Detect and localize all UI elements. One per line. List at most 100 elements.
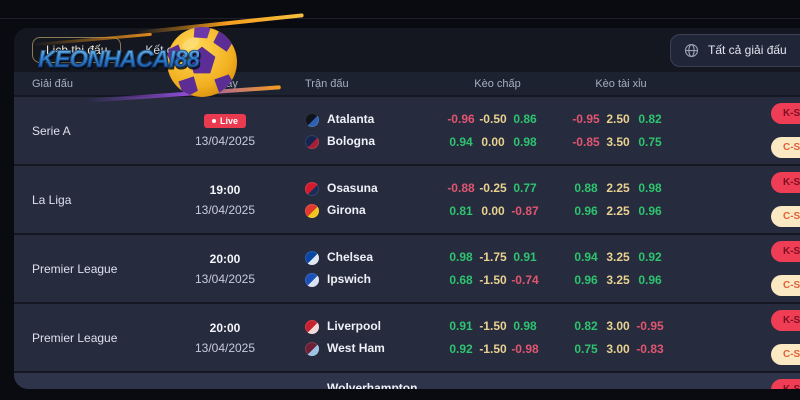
match-time: 19:00 [209, 182, 241, 197]
odds-value[interactable]: -0.95 [572, 112, 600, 126]
odds-value[interactable]: 3.25 [606, 273, 630, 287]
odds-value[interactable]: 0.98 [513, 135, 537, 149]
k-sports-button[interactable]: K-Sports [771, 241, 800, 262]
table-row[interactable]: La Liga 19:00 13/04/2025 Osasuna Girona -… [14, 164, 800, 233]
odds-value[interactable]: -0.74 [511, 273, 539, 287]
team-logo-icon [305, 181, 319, 196]
teams: Liverpool West Ham [285, 304, 445, 371]
odds-value[interactable]: -0.95 [636, 319, 664, 333]
odds-value[interactable]: 0.96 [574, 204, 598, 218]
odds-value[interactable]: 3.00 [606, 342, 630, 356]
team: Bologna [305, 134, 445, 149]
c-sports-button[interactable]: C-Sports [771, 344, 800, 365]
odds-value[interactable]: 0.86 [513, 112, 537, 126]
odds-value[interactable]: -0.98 [511, 342, 539, 356]
odds-value[interactable]: -0.85 [572, 135, 600, 149]
odds-value[interactable]: 2.25 [606, 181, 630, 195]
odds-value[interactable]: 0.98 [449, 250, 473, 264]
team-name: Liverpool [327, 318, 382, 333]
odds-value[interactable]: 0.94 [574, 250, 598, 264]
tab-schedule[interactable]: Lịch thi đấu [32, 37, 122, 63]
handicap-odds: 0.91 -1.50 0.98 0.92 -1.50 -0.98 [445, 304, 550, 371]
c-sports-button[interactable]: C-Sports [771, 137, 800, 158]
odds-value[interactable]: -0.25 [477, 388, 509, 389]
odds-value[interactable]: 0.96 [445, 388, 477, 389]
k-sports-button[interactable]: K-Sports [771, 310, 800, 331]
odds-value[interactable]: 0.85 [570, 388, 602, 389]
odds-value[interactable]: 0.91 [449, 319, 473, 333]
odds-value[interactable]: -0.25 [479, 181, 507, 195]
odds-value[interactable]: -0.87 [511, 204, 539, 218]
odds-value[interactable]: 0.88 [574, 181, 598, 195]
c-sports-button[interactable]: C-Sports [771, 275, 800, 296]
odds-value[interactable]: 0.81 [449, 204, 473, 218]
odds-value[interactable]: 0.94 [449, 135, 473, 149]
match-date: 13/04/2025 [194, 133, 256, 148]
table-row[interactable]: Serie A Live 13/04/2025 Atalanta Bologna … [14, 95, 800, 164]
odds-value[interactable]: 0.92 [449, 342, 473, 356]
team-logo-icon [305, 388, 319, 389]
odds-value[interactable]: -1.50 [479, 319, 507, 333]
odds-value[interactable]: -0.99 [634, 388, 666, 389]
odds-value[interactable]: 0.77 [513, 181, 537, 195]
odds-value[interactable]: 2.75 [602, 388, 634, 389]
odds-value[interactable]: 0.00 [481, 135, 505, 149]
odds-value[interactable]: -1.75 [479, 250, 507, 264]
overunder-odds: 0.82 3.00 -0.95 0.75 3.00 -0.83 [570, 304, 672, 371]
league-name: Serie A [32, 123, 71, 138]
odds-value[interactable]: -0.83 [636, 342, 664, 356]
odds-value[interactable]: 3.25 [606, 250, 630, 264]
odds-value[interactable]: 0.92 [638, 250, 662, 264]
odds-value[interactable]: 0.96 [638, 273, 662, 287]
match-date: 13/04/2025 [194, 202, 256, 217]
row-buttons: K-Sports C-Sports [680, 304, 800, 371]
odds-value[interactable]: 0.91 [513, 250, 537, 264]
teams: Atalanta Bologna [285, 97, 445, 164]
header-match: Trận đấu [305, 77, 349, 90]
tab-results[interactable]: Kết quả trận đấu [145, 43, 235, 57]
odds-value[interactable]: 2.25 [606, 204, 630, 218]
odds-value[interactable]: -0.50 [479, 112, 507, 126]
odds-value[interactable]: 0.98 [638, 181, 662, 195]
team: Ipswich [305, 271, 445, 287]
table-row[interactable]: Premier League 20:00 13/04/2025 Wolverha… [14, 371, 800, 389]
c-sports-button[interactable]: C-Sports [771, 206, 800, 227]
team-name: West Ham [327, 340, 385, 355]
odds-value[interactable]: 0.82 [638, 112, 662, 126]
teams: Wolverhampton WanderersTottenham [285, 373, 445, 389]
row-buttons: K-Sports C-Sports [680, 235, 800, 302]
all-leagues-dropdown[interactable]: Tất cả giải đấu [670, 33, 800, 67]
odds-value[interactable]: 0.96 [638, 204, 662, 218]
team-logo-icon [305, 203, 319, 218]
team-logo-icon [305, 341, 319, 356]
team-name: Wolverhampton Wanderers [327, 380, 418, 389]
row-buttons: K-SportsC-Sports [680, 373, 800, 389]
k-sports-button[interactable]: K-Sports [771, 103, 800, 124]
odds-value[interactable]: 0.75 [574, 342, 598, 356]
odds-value[interactable]: 3.00 [606, 319, 630, 333]
odds-value[interactable]: 0.98 [513, 319, 537, 333]
k-sports-button[interactable]: K-Sports [771, 379, 800, 389]
odds-value[interactable]: 0.68 [449, 273, 473, 287]
odds-value[interactable]: 3.50 [606, 135, 630, 149]
table-header: Giải đấu Ngày Trận đấu Kèo chấp Kèo tài … [14, 72, 800, 95]
odds-value[interactable]: 0.82 [574, 319, 598, 333]
overunder-odds: 0.94 3.25 0.92 0.96 3.25 0.96 [570, 235, 672, 302]
team-logo-icon [305, 319, 319, 334]
table-row[interactable]: Premier League 20:00 13/04/2025 Liverpoo… [14, 302, 800, 371]
odds-value[interactable]: -0.96 [447, 112, 475, 126]
handicap-odds: 0.96-0.250.940.730.00-0.79 [445, 373, 550, 389]
all-leagues-label: Tất cả giải đấu [708, 43, 787, 57]
odds-value[interactable]: 2.50 [606, 112, 630, 126]
table-row[interactable]: Premier League 20:00 13/04/2025 Chelsea I… [14, 233, 800, 302]
odds-value[interactable]: -1.50 [479, 342, 507, 356]
odds-value[interactable]: -0.88 [447, 181, 475, 195]
team-name: Ipswich [327, 271, 372, 286]
k-sports-button[interactable]: K-Sports [771, 172, 800, 193]
odds-value[interactable]: 0.00 [481, 204, 505, 218]
odds-value[interactable]: -1.50 [479, 273, 507, 287]
odds-value[interactable]: 0.75 [638, 135, 662, 149]
team: Chelsea [305, 250, 445, 265]
odds-value[interactable]: 0.96 [574, 273, 598, 287]
odds-value[interactable]: 0.94 [509, 388, 541, 389]
